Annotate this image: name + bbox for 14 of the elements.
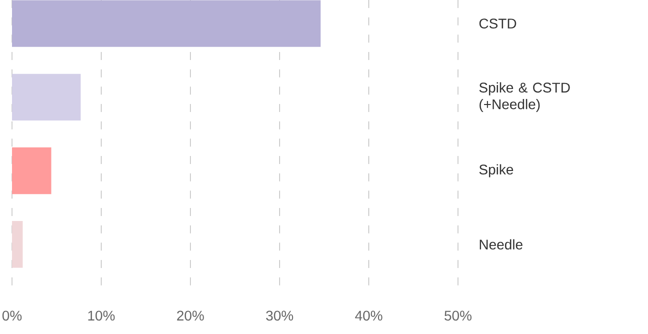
bar <box>12 74 81 120</box>
x-tick-label: 40% <box>355 310 382 321</box>
bar <box>12 221 23 268</box>
bar <box>12 0 321 47</box>
y-tick-label: Spike & CSTD (+Needle) <box>479 82 570 112</box>
y-tick-label: Spike <box>479 164 514 178</box>
x-tick-label: 0% <box>2 310 22 321</box>
x-tick-label: 30% <box>266 310 294 321</box>
x-tick-label: 20% <box>177 310 204 321</box>
x-tick-label: 50% <box>444 310 472 321</box>
bar <box>12 147 52 194</box>
y-tick-label: Needle <box>480 239 522 250</box>
x-tick-label: 10% <box>88 310 115 321</box>
y-tick-label: CSTD <box>479 18 516 29</box>
